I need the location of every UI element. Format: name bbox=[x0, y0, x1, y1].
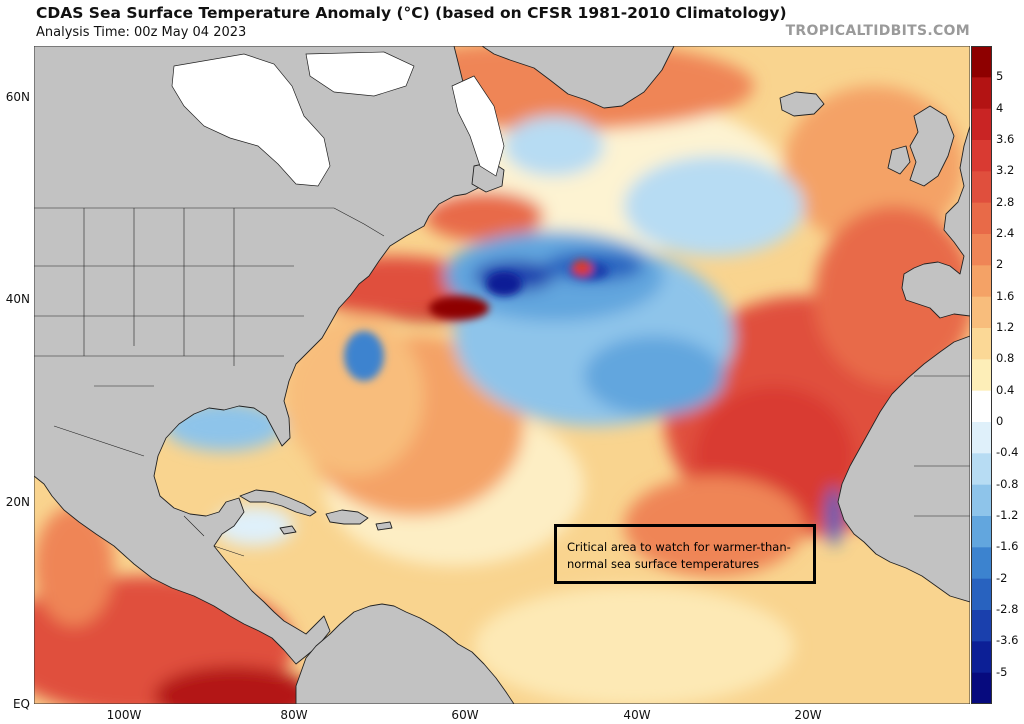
analysis-time: Analysis Time: 00z May 04 2023 bbox=[36, 25, 247, 40]
colorbar-label: 3.2 bbox=[996, 163, 1015, 178]
colorbar-swatch bbox=[971, 171, 992, 204]
colorbar-label: 1.2 bbox=[996, 320, 1015, 334]
colorbar-swatch bbox=[971, 610, 992, 642]
chart-title: CDAS Sea Surface Temperature Anomaly (°C… bbox=[36, 4, 787, 22]
lat-label-eq: EQ bbox=[12, 697, 30, 711]
colorbar-label: 5 bbox=[996, 69, 1004, 84]
colorbar-swatch bbox=[971, 422, 992, 454]
colorbar bbox=[971, 46, 992, 704]
colorbar-label: 2.8 bbox=[996, 194, 1015, 209]
colorbar-swatch bbox=[971, 390, 992, 423]
colorbar-border bbox=[971, 46, 992, 704]
colorbar-swatch bbox=[971, 140, 992, 172]
colorbar-label: -3.6 bbox=[996, 633, 1019, 648]
land-masses bbox=[34, 46, 970, 704]
colorbar-swatch bbox=[971, 234, 992, 266]
colorbar-swatch bbox=[971, 672, 992, 704]
political-borders bbox=[34, 207, 970, 557]
colorbar-label: 1.6 bbox=[996, 288, 1015, 303]
colorbar-swatch bbox=[971, 578, 992, 611]
colorbar-swatch bbox=[971, 516, 992, 548]
colorbar-swatch bbox=[971, 328, 992, 360]
colorbar-label: -5 bbox=[996, 664, 1008, 679]
colorbar-swatch bbox=[971, 484, 992, 517]
colorbar-label: -2.8 bbox=[996, 602, 1019, 616]
colorbar-swatch bbox=[971, 77, 992, 110]
sst-anomaly-map bbox=[34, 46, 970, 704]
colorbar-label: -1.6 bbox=[996, 539, 1019, 554]
colorbar-swatch bbox=[971, 46, 992, 78]
colorbar-label: -1.2 bbox=[996, 508, 1019, 522]
lon-label-20w: 20W bbox=[794, 708, 822, 722]
lat-label-60n: 60N bbox=[5, 90, 30, 104]
lon-label-80w: 80W bbox=[280, 708, 308, 722]
colorbar-swatch bbox=[971, 265, 992, 298]
colorbar-label: -2 bbox=[996, 570, 1008, 585]
critical-area-annotation: Critical area to watch for warmer-than-n… bbox=[554, 524, 816, 584]
colorbar-label: 4 bbox=[996, 100, 1004, 115]
colorbar-label: 0.4 bbox=[996, 382, 1015, 397]
colorbar-label: 3.6 bbox=[996, 132, 1015, 146]
colorbar-swatch bbox=[971, 359, 992, 392]
colorbar-label: 0.8 bbox=[996, 351, 1015, 366]
lon-label-60w: 60W bbox=[451, 708, 479, 722]
colorbar-swatch bbox=[971, 108, 992, 141]
colorbar-swatch bbox=[971, 547, 992, 580]
lat-label-20n: 20N bbox=[5, 495, 30, 509]
colorbar-label: 2 bbox=[996, 257, 1004, 272]
colorbar-swatch bbox=[971, 296, 992, 329]
brand-watermark: TROPICALTIDBITS.COM bbox=[785, 23, 970, 39]
colorbar-label: 2.4 bbox=[996, 226, 1015, 240]
colorbar-label: -0.4 bbox=[996, 445, 1019, 460]
colorbar-swatch bbox=[971, 641, 992, 674]
colorbar-label: -0.8 bbox=[996, 476, 1019, 491]
colorbar-swatch bbox=[971, 453, 992, 486]
colorbar-label: 0 bbox=[996, 414, 1004, 428]
lon-label-40w: 40W bbox=[623, 708, 651, 722]
anomaly-field bbox=[34, 46, 970, 704]
lon-label-100w: 100W bbox=[106, 708, 142, 722]
colorbar-swatch bbox=[971, 202, 992, 235]
sea-ice bbox=[171, 51, 505, 187]
lat-label-40n: 40N bbox=[5, 292, 30, 306]
